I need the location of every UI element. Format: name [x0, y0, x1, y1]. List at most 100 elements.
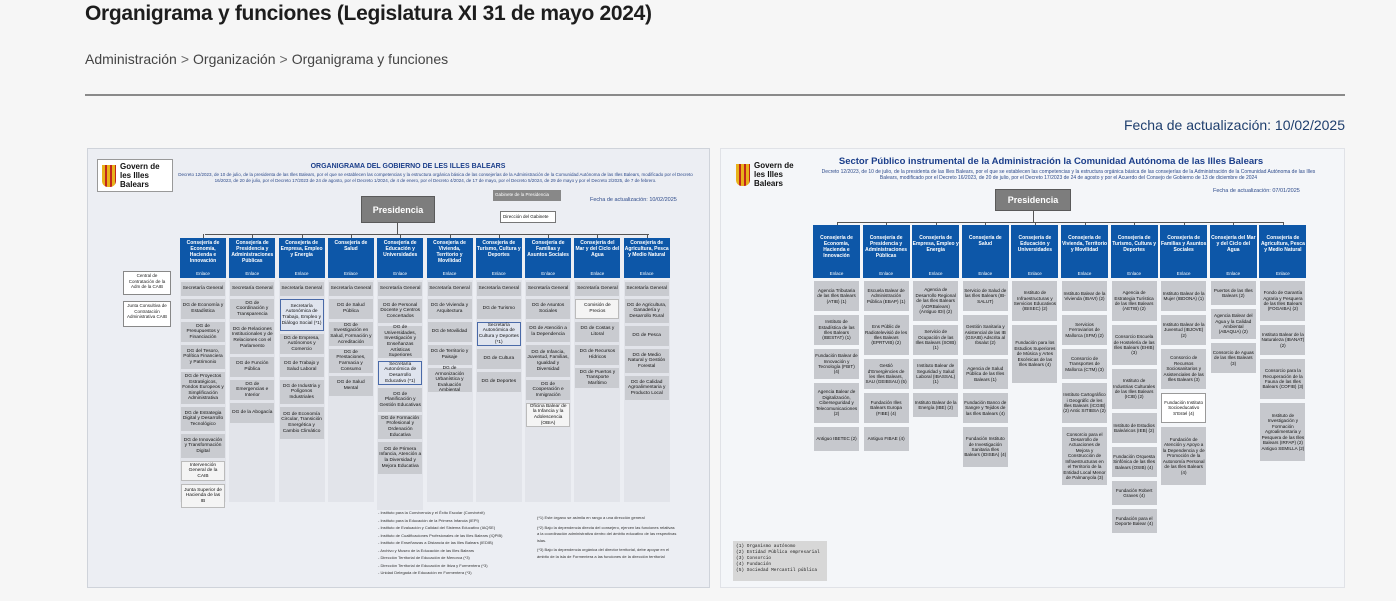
entity-box: Consorcio de Recursos Sociosanitarios y …	[1161, 349, 1207, 389]
department-header: Consejería de Salud Enlace	[961, 225, 1009, 278]
enlace-label: Enlace	[344, 271, 358, 276]
org-unit-box: DG de Economía y Estadística	[181, 299, 225, 319]
govern-logo: Govern de les Illes Balears	[732, 159, 806, 190]
secretaria-general-box: Secretaría General	[328, 282, 373, 296]
org-unit-box: DG de Deportes	[476, 372, 521, 392]
org-unit-box: DG de Empresa, Autónomos y Comercio	[279, 334, 324, 354]
enlace-label: Enlace	[1276, 271, 1290, 276]
entity-box: Gestió d'Emergències de les Illes Balear…	[863, 359, 909, 389]
legend-item: (3) Consorcio	[736, 556, 772, 561]
department-header: Consejería de Presidencia y Administraci…	[862, 225, 910, 278]
enlace-label: Enlace	[1176, 271, 1191, 276]
organigram-image-public-sector[interactable]: Govern de les Illes Balears Sector Públi…	[720, 148, 1345, 588]
note-line: - Instituto de Enseñanzas a Distancia de…	[378, 540, 493, 545]
note-line: - Dirección Territorial de Educación de …	[378, 555, 470, 560]
department-header: Consejería de Turismo, Cultura y Deporte…	[1110, 225, 1158, 278]
entity-box: Antiguo FIBAE (4)	[863, 427, 909, 451]
department-header: Consejería de Empresa, Empleo y Energía E…	[278, 238, 325, 278]
department-header: Consejería de Presidencia y Administraci…	[229, 238, 276, 278]
org-unit-box: DG de Cultura	[476, 349, 521, 369]
org-unit-box: DG de Medio Natural y Gestión Forestal	[624, 349, 669, 373]
entity-box: Consorcio de Transportes de Mallorca (CT…	[1062, 349, 1107, 379]
org-unit-box: DG de Salud Mental	[328, 376, 373, 396]
legend-item: (4) Fundación	[736, 562, 772, 567]
note-line: - Instituto para la Convivencia y el Éxi…	[378, 510, 485, 515]
org-unit-box: DG de Salud Pública	[328, 299, 373, 319]
entity-box: Agencia de Salud Pública de las Illes Ba…	[962, 359, 1008, 389]
org-unit-box: DG de Vivienda y Arquitectura	[427, 299, 472, 319]
entity-box: Fundación Illes Balears Europa (FIBE) (4…	[863, 393, 909, 423]
enlace-label: Enlace	[491, 271, 506, 276]
secretaria-general-box: Secretaría General	[230, 282, 275, 296]
presidencia-box: Presidencia	[361, 196, 435, 223]
note-line: - Instituto para la Educación de la Prim…	[378, 517, 479, 523]
department-header: Consejería de Empresa, Empleo y Energía E…	[912, 225, 960, 278]
department-header: Consejería de Educación y Universidades E…	[1011, 225, 1059, 278]
entity-box: Servicio de Ocupación de las Illes Balea…	[913, 325, 959, 355]
breadcrumb-item-organizacion[interactable]: Organización	[193, 51, 276, 67]
entity-box: Consorcio Escuela de Hostelería de las I…	[1111, 325, 1157, 365]
secretaria-general-box: Secretaría General	[476, 282, 521, 296]
note-line: - Instituto de Cualificaciones Profesion…	[378, 532, 503, 538]
note-line: (*2) Bajo la dependencia directa del con…	[537, 524, 677, 543]
entity-box: Puertos de las Illes Balears (2)	[1210, 281, 1256, 305]
shield-icon	[102, 164, 116, 187]
entity-box: Agencia de Estrategia Turística de las I…	[1111, 281, 1157, 321]
org-unit-box: DG de Primera Infancia, Atención a la Di…	[378, 442, 423, 474]
entity-box: Fundación Instituto Socioeducativo S'Est…	[1161, 393, 1207, 423]
breadcrumb-item-administracion[interactable]: Administración	[85, 51, 177, 67]
org-unit-box: DG de Atención a la Dependencia	[526, 322, 571, 342]
entity-box: Instituto Cartográfico i Geográfic de le…	[1062, 383, 1107, 423]
org-unit-box: DG de Coordinación y Transparencia	[230, 299, 275, 319]
department-header: Consejería de Economía, Hacienda e Innov…	[813, 225, 860, 278]
org-unit-box: DG de Economía Circular, Transición Ener…	[279, 407, 324, 439]
entity-box: Agencia Balear del Agua y la Calidad Amb…	[1210, 309, 1256, 339]
entity-box: Escuela Balear de Administración Pública…	[863, 281, 909, 311]
secretaria-general-box: Secretaría General	[526, 282, 571, 296]
org-unit-box: Secretaría Autonómica de Trabajo, Empleo…	[279, 299, 324, 331]
chart-subtitle: Decreto 12/2023, de 10 de julio, de la p…	[178, 172, 693, 183]
entity-box: Instituto Balear de la Vivienda (IBAVI) …	[1062, 281, 1107, 311]
entity-box: Instituto de Infraestructuras y Servicio…	[1012, 281, 1058, 321]
org-unit-box: Secretaría Autonómica de Desarrollo Educ…	[378, 361, 423, 385]
gabinete-box: Gabinete de la Presidencia	[493, 190, 561, 201]
enlace-label: Enlace	[442, 271, 457, 276]
organigram-image-government[interactable]: Govern de les Illes Balears ORGANIGRAMA …	[87, 148, 710, 588]
entity-box: Fundación Balear de Innovación y Tecnolo…	[814, 349, 859, 379]
entity-box: Fundación de Atención y Apoyo a la Depen…	[1161, 427, 1207, 485]
entity-box: Consorcio para el Desarrollo de Actuacio…	[1062, 427, 1107, 485]
entity-box: Instituto de Industrias Culturales de la…	[1111, 369, 1157, 409]
entity-box: Servicio de Salud de las Illes Balears (…	[962, 281, 1008, 311]
org-unit-box: DG de Pesca	[624, 326, 669, 346]
org-unit-box: DG de Armonización Urbanística y Evaluac…	[427, 366, 472, 393]
org-unit-box: Comisión de Precios	[575, 299, 620, 319]
org-unit-box: DG de Trabajo y Salud Laboral	[279, 357, 324, 377]
org-unit-box: DG de Agricultura, Ganadería y Desarroll…	[624, 299, 669, 323]
note-line: (*3) Bajo la dependencia orgánica del di…	[537, 547, 670, 559]
org-unit-box: DG de Innovación y Transformación Digita…	[181, 434, 225, 458]
org-unit-box: Intervención General de la CAIB	[181, 461, 225, 481]
enlace-label: Enlace	[294, 271, 309, 276]
org-unit-box: DG de Planificación y Gestión Educativas	[378, 388, 423, 412]
enlace-label: Enlace	[196, 271, 210, 276]
org-unit-box: DG de Presupuestos y Financiación	[181, 322, 225, 342]
note-line: - Instituto de Evaluación y Calidad del …	[378, 525, 496, 530]
department-header: Consejería de Agricultura, Pesca y Medio…	[1259, 225, 1307, 278]
presidencia-box: Presidencia	[995, 189, 1071, 211]
note-line: - Dirección Territorial de Educación de …	[378, 562, 488, 568]
update-date: Fecha de actualización: 10/02/2025	[1123, 117, 1345, 133]
chart-title: Sector Público instrumental de la Admini…	[838, 156, 1264, 167]
org-unit-box: DG de Personal Docente y Centros Concert…	[378, 299, 423, 323]
enlace-label: Enlace	[928, 271, 943, 276]
page-title: Organigrama y funciones (Legislatura XI …	[85, 2, 652, 25]
org-unit-box: DG de Puertos y Transporte Marítimo	[575, 368, 620, 388]
department-header: Consejería de Vivienda, Territorio y Mov…	[426, 238, 473, 278]
department-header: Consejería de Salud Enlace	[327, 238, 374, 278]
enlace-label: Enlace	[1077, 271, 1092, 276]
entity-box: Agencia Tributaria de las Illes Balears …	[814, 281, 859, 311]
entity-box: Fundación Banco de Sangre y Tejidos de l…	[962, 393, 1008, 423]
chart-date: Fecha de actualización: 07/01/2025	[1213, 188, 1300, 194]
enlace-label: Enlace	[541, 271, 555, 276]
org-unit-box: Secretaría Autonómica de Cultura y Depor…	[476, 322, 521, 346]
org-unit-box: DG de Función Pública	[230, 357, 275, 377]
